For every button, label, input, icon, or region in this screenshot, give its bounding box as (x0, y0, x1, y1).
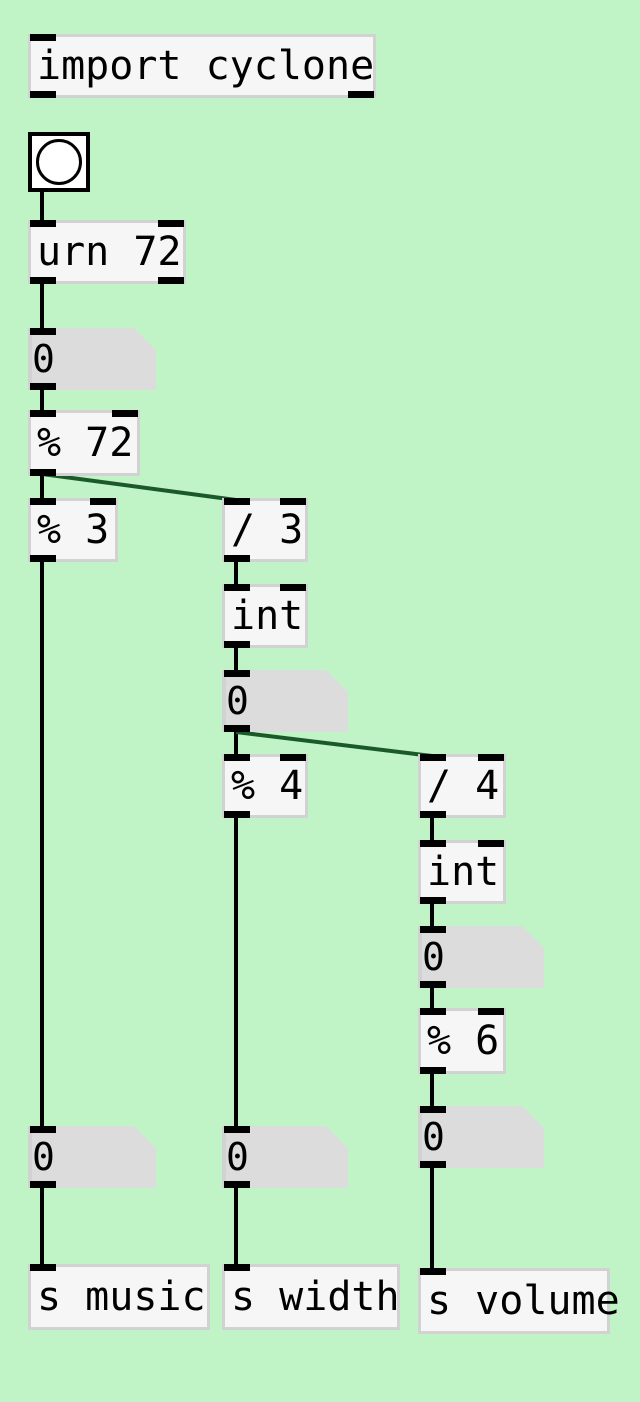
number-box[interactable]: 0 (418, 1106, 544, 1168)
inlet[interactable] (280, 754, 306, 761)
inlet[interactable] (224, 754, 250, 761)
inlet[interactable] (112, 410, 138, 417)
outlet[interactable] (420, 1067, 446, 1074)
bang-circle-icon (36, 139, 82, 185)
number-box[interactable]: 0 (28, 1126, 156, 1188)
number-value: 0 (226, 1135, 249, 1179)
inlet[interactable] (30, 498, 56, 505)
number-box[interactable]: 0 (222, 670, 348, 732)
object-mod-4[interactable]: % 4 (222, 754, 308, 818)
inlet[interactable] (478, 1008, 504, 1015)
inlet[interactable] (30, 1126, 56, 1133)
bang-button[interactable] (28, 132, 90, 192)
outlet[interactable] (420, 897, 446, 904)
inlet[interactable] (30, 328, 56, 335)
inlet[interactable] (420, 1106, 446, 1113)
object-send-width[interactable]: s width (222, 1264, 400, 1330)
object-div-3[interactable]: / 3 (222, 498, 308, 562)
object-label: % 6 (427, 1018, 500, 1064)
object-div-4[interactable]: / 4 (418, 754, 506, 818)
inlet[interactable] (478, 754, 504, 761)
outlet[interactable] (30, 555, 56, 562)
inlet[interactable] (30, 220, 56, 227)
outlet[interactable] (420, 811, 446, 818)
object-label: % 4 (231, 763, 304, 809)
inlet[interactable] (280, 498, 306, 505)
object-mod-6[interactable]: % 6 (418, 1008, 506, 1074)
inlet[interactable] (30, 34, 56, 41)
outlet[interactable] (30, 277, 56, 284)
inlet[interactable] (224, 498, 250, 505)
object-label: import cyclone (37, 43, 375, 89)
object-label: urn 72 (37, 229, 182, 275)
object-label: % 3 (37, 507, 110, 553)
inlet[interactable] (224, 1126, 250, 1133)
outlet[interactable] (30, 1181, 56, 1188)
outlet[interactable] (224, 811, 250, 818)
object-send-music[interactable]: s music (28, 1264, 210, 1330)
outlet[interactable] (224, 725, 250, 732)
object-mod-72[interactable]: % 72 (28, 410, 140, 476)
number-value: 0 (32, 337, 55, 381)
outlet[interactable] (30, 469, 56, 476)
object-send-volume[interactable]: s volume (418, 1268, 620, 1334)
object-urn[interactable]: urn 72 (28, 220, 186, 284)
inlet[interactable] (30, 410, 56, 417)
object-mod-3[interactable]: % 3 (28, 498, 118, 562)
inlet[interactable] (158, 220, 184, 227)
inlet[interactable] (90, 498, 116, 505)
number-box[interactable]: 0 (222, 1126, 348, 1188)
outlet[interactable] (420, 1161, 446, 1168)
object-label: / 4 (427, 763, 500, 809)
inlet[interactable] (280, 584, 306, 591)
object-label: / 3 (231, 507, 304, 553)
object-int[interactable]: int (418, 840, 506, 904)
number-value: 0 (32, 1135, 55, 1179)
inlet[interactable] (224, 670, 250, 677)
outlet[interactable] (224, 1181, 250, 1188)
outlet[interactable] (224, 641, 250, 648)
inlet[interactable] (420, 1268, 446, 1275)
outlet[interactable] (158, 277, 184, 284)
number-box[interactable]: 0 (418, 926, 544, 988)
object-int[interactable]: int (222, 584, 308, 648)
outlet[interactable] (30, 91, 56, 98)
inlet[interactable] (224, 584, 250, 591)
object-label: s volume (427, 1278, 620, 1324)
inlet[interactable] (420, 926, 446, 933)
inlet[interactable] (420, 754, 446, 761)
inlet[interactable] (478, 840, 504, 847)
inlet[interactable] (224, 1264, 250, 1271)
number-box[interactable]: 0 (28, 328, 156, 390)
number-value: 0 (422, 935, 445, 979)
object-label: int (231, 593, 304, 639)
number-value: 0 (226, 679, 249, 723)
outlet[interactable] (348, 91, 374, 98)
object-label: % 72 (37, 420, 134, 466)
object-import-cyclone[interactable]: import cyclone (28, 34, 376, 98)
outlet[interactable] (224, 555, 250, 562)
outlet[interactable] (30, 383, 56, 390)
object-label: int (427, 849, 500, 895)
object-label: s width (231, 1274, 400, 1320)
object-label: s music (37, 1274, 206, 1320)
inlet[interactable] (30, 1264, 56, 1271)
inlet[interactable] (420, 840, 446, 847)
number-value: 0 (422, 1115, 445, 1159)
outlet[interactable] (420, 981, 446, 988)
inlet[interactable] (420, 1008, 446, 1015)
